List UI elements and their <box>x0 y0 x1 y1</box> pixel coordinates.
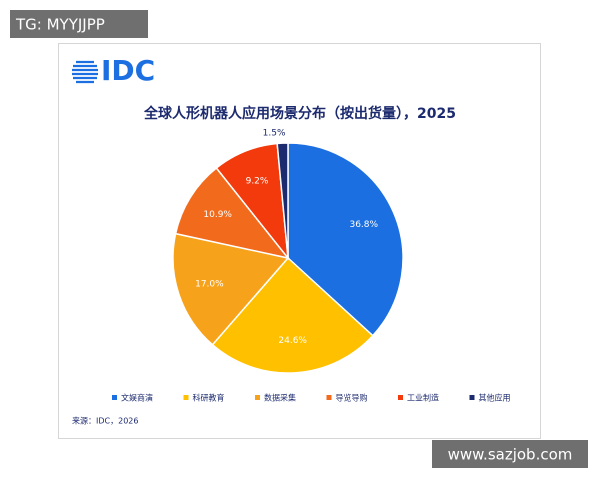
data-label: 17.0% <box>195 280 224 290</box>
watermark: www.sazjob.com <box>448 446 573 464</box>
legend-swatch <box>469 395 475 400</box>
legend-label: 文娱商演 <box>121 393 153 403</box>
source: 来源：IDC，2026 <box>72 417 138 426</box>
legend-label: 数据采集 <box>264 393 296 403</box>
watermark-box <box>10 10 148 38</box>
legend-swatch <box>326 395 332 400</box>
pie-slice <box>174 166 290 260</box>
legend-swatch <box>255 395 260 400</box>
data-label: 10.9% <box>203 210 232 220</box>
legend-swatch <box>183 395 189 400</box>
pie-slice <box>172 232 290 346</box>
legend-swatch <box>112 395 117 400</box>
legend-label: 工业制造 <box>407 393 439 403</box>
legend-label: 导览导购 <box>336 393 368 403</box>
data-label: 24.6% <box>278 336 307 346</box>
chart-title: 全球人形机器人应用场景分布（按出货量），2025 <box>143 105 456 122</box>
pie-slice <box>211 256 374 374</box>
watermark-box <box>432 440 588 468</box>
pie-slice <box>287 142 404 337</box>
data-label: 1.5% <box>263 129 286 139</box>
legend-label: 科研教育 <box>193 393 225 403</box>
logo: IDC <box>101 54 155 87</box>
logo-icon <box>72 60 98 84</box>
pie-slice <box>276 142 289 259</box>
legend-swatch <box>398 395 403 400</box>
data-label: 9.2% <box>246 177 269 187</box>
watermark: TG: MYYJJPP <box>15 16 105 34</box>
legend-label: 其他应用 <box>479 393 511 403</box>
data-label: 36.8% <box>349 220 378 230</box>
